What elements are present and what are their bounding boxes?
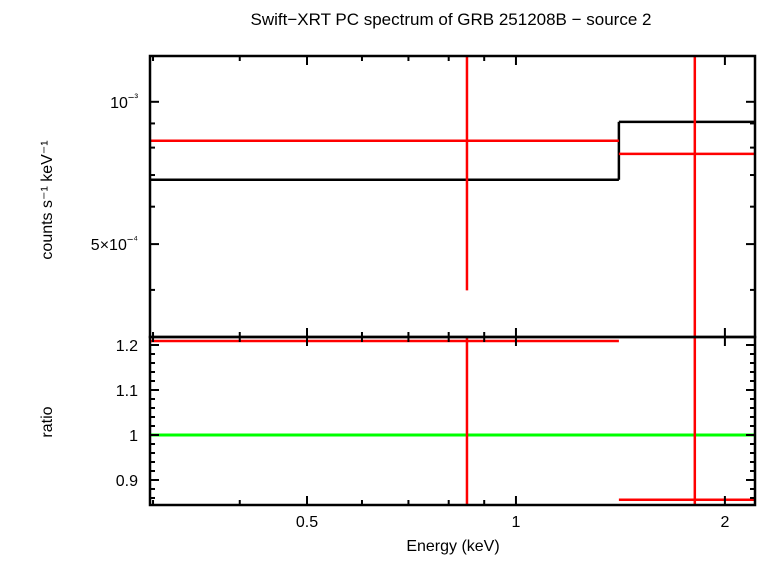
y-tick-label: 1.1 (116, 383, 138, 400)
panel-frame-1 (148, 335, 757, 507)
chart-title: Swift−XRT PC spectrum of GRB 251208B − s… (251, 10, 652, 29)
y-tick-label: 1 (129, 428, 138, 445)
y-tick-label: 1.2 (116, 338, 138, 355)
x-tick-label: 2 (720, 514, 729, 531)
y-axis-label-ratio: ratio (39, 406, 56, 437)
y-tick-label: 0.9 (116, 473, 138, 490)
x-tick-label: 1 (512, 514, 521, 531)
x-axis-label: Energy (keV) (406, 538, 499, 555)
panel-frame-0 (148, 54, 757, 339)
y-tick-label: 10−³ (110, 92, 138, 112)
y-tick-label: 5×10−⁴ (91, 234, 138, 254)
x-tick-label: 0.5 (296, 514, 318, 531)
y-axis-label-spectrum: counts s⁻¹ keV⁻¹ (39, 140, 56, 259)
